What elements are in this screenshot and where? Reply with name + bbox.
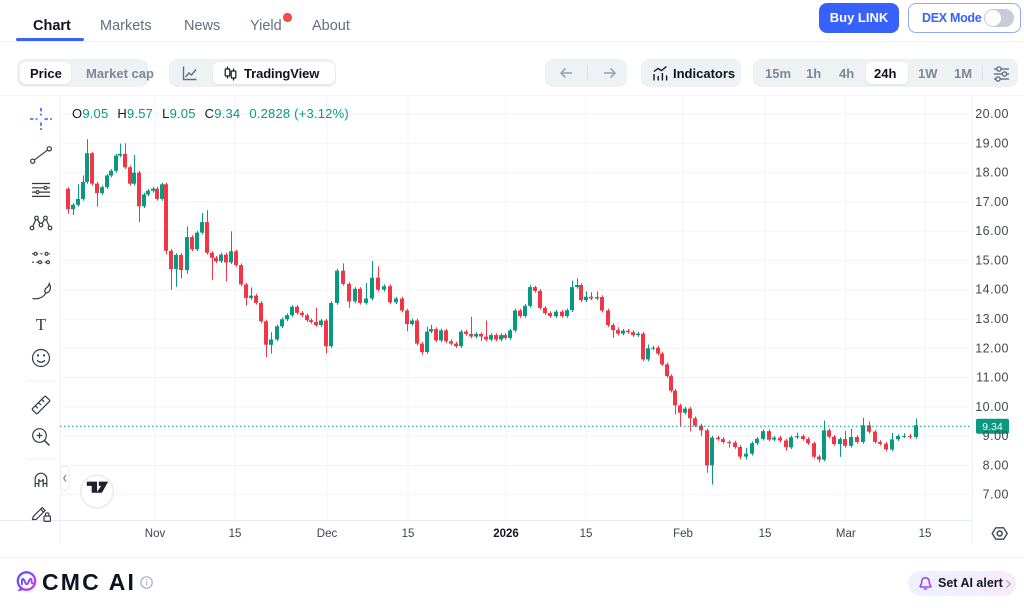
svg-text:9.00: 9.00: [983, 429, 1009, 443]
svg-text:Feb: Feb: [673, 528, 693, 540]
svg-text:13.00: 13.00: [975, 312, 1009, 326]
svg-text:Nov: Nov: [145, 528, 166, 540]
svg-text:8.00: 8.00: [983, 458, 1009, 472]
svg-text:15: 15: [919, 528, 932, 540]
svg-text:2026: 2026: [493, 528, 519, 540]
svg-text:20.00: 20.00: [975, 107, 1009, 121]
svg-text:9.34: 9.34: [982, 421, 1003, 433]
svg-text:7.00: 7.00: [983, 488, 1009, 502]
svg-text:Dec: Dec: [317, 528, 338, 540]
svg-text:T: T: [36, 315, 47, 334]
svg-text:10.00: 10.00: [975, 400, 1009, 414]
svg-text:11.00: 11.00: [976, 371, 1009, 385]
svg-text:12.00: 12.00: [975, 341, 1009, 355]
svg-text:15: 15: [402, 528, 415, 540]
svg-text:15.00: 15.00: [975, 253, 1009, 267]
svg-text:18.00: 18.00: [975, 166, 1009, 180]
svg-text:16.00: 16.00: [975, 224, 1009, 238]
svg-text:Mar: Mar: [836, 528, 856, 540]
svg-text:15: 15: [759, 528, 772, 540]
svg-text:17.00: 17.00: [975, 195, 1009, 209]
svg-text:15: 15: [229, 528, 242, 540]
svg-text:15: 15: [580, 528, 593, 540]
svg-text:19.00: 19.00: [975, 136, 1009, 150]
svg-text:14.00: 14.00: [975, 283, 1009, 297]
